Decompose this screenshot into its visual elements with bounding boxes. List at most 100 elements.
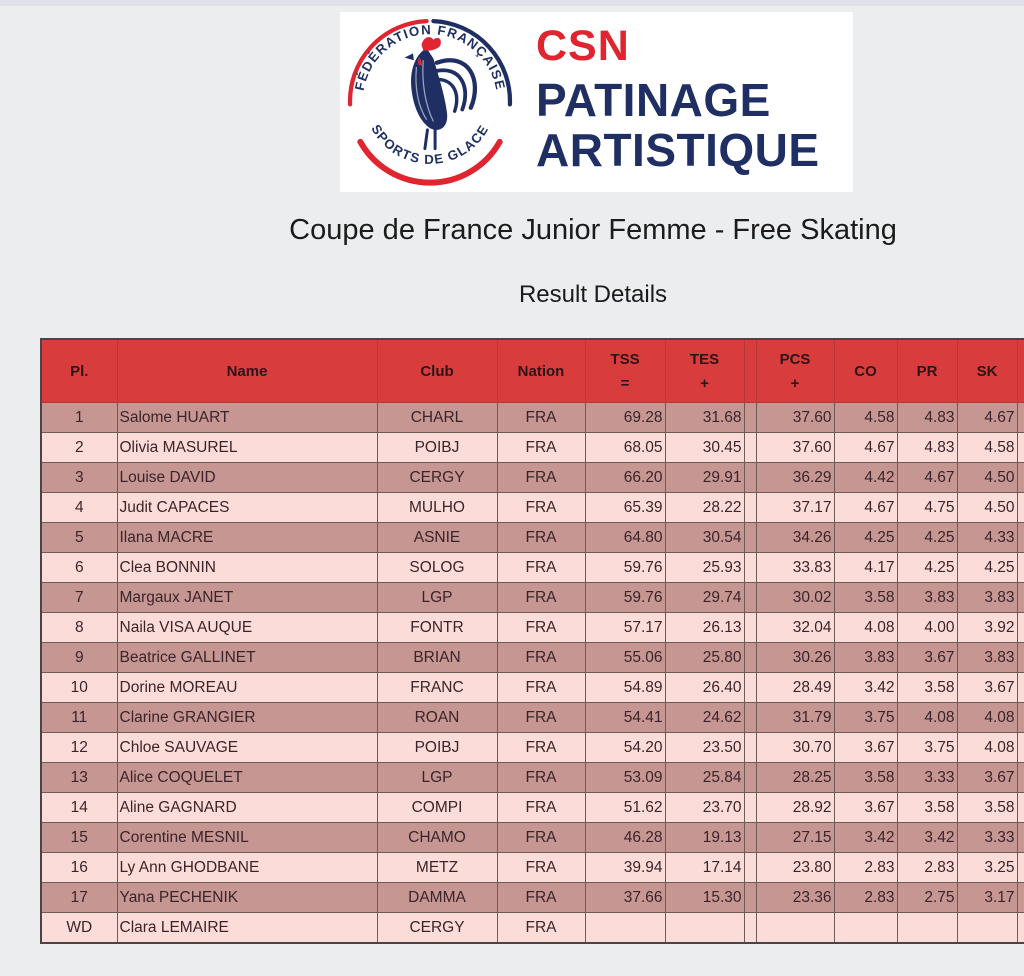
cell-pr: 3.33 <box>896 762 958 793</box>
cell-tes: 23.50 <box>664 732 745 763</box>
cell-sk: 3.67 <box>956 672 1018 703</box>
cell-pl: 17 <box>40 882 118 913</box>
cell-sep <box>743 642 757 673</box>
table-row: 14 Aline GAGNARD COMPI FRA 51.62 23.70 28.92 3.… <box>40 792 1024 823</box>
cell-co: 3.42 <box>833 672 898 703</box>
table-row: 6 Clea BONNIN SOLOG FRA 59.76 25.93 33.83 4.17 4… <box>40 552 1024 583</box>
page-subtitle: Result Details <box>518 281 668 308</box>
table-row: 16 Ly Ann GHODBANE METZ FRA 39.94 17.14 23.80 2… <box>40 852 1024 883</box>
cell-pl: 6 <box>40 552 118 583</box>
cell-tes: 25.93 <box>664 552 745 583</box>
cell-trail <box>1016 552 1024 583</box>
cell-trail <box>1016 732 1024 763</box>
header-row: Pl. Name Club Nation TSS = TES + PCS + CO PR SK <box>40 338 1024 403</box>
cell-club: CERGY <box>376 462 498 493</box>
table-row: 12 Chloe SAUVAGE POIBJ FRA 54.20 23.50 30.70 3.… <box>40 732 1024 763</box>
cell-nation: FRA <box>496 582 586 613</box>
cell-club: ASNIE <box>376 522 498 553</box>
cell-pr: 4.67 <box>896 462 958 493</box>
cell-sep <box>743 462 757 493</box>
table-row: 15 Corentine MESNIL CHAMO FRA 46.28 19.13 27.1… <box>40 822 1024 853</box>
cell-tss: 65.39 <box>584 492 666 523</box>
cell-trail <box>1016 462 1024 493</box>
cell-sep <box>743 732 757 763</box>
cell-trail <box>1016 582 1024 613</box>
cell-co: 3.67 <box>833 732 898 763</box>
cell-pl: 5 <box>40 522 118 553</box>
cell-nation: FRA <box>496 882 586 913</box>
cell-tss: 39.94 <box>584 852 666 883</box>
cell-pr: 2.75 <box>896 882 958 913</box>
cell-pr: 2.83 <box>896 852 958 883</box>
column-header-sk: SK <box>956 338 1018 403</box>
cell-sk: 4.08 <box>956 702 1018 733</box>
cell-pl: 11 <box>40 702 118 733</box>
table-row: 13 Alice COQUELET LGP FRA 53.09 25.84 28.25 3.5… <box>40 762 1024 793</box>
cell-sep <box>743 702 757 733</box>
column-header-co: CO <box>833 338 898 403</box>
cell-tes: 31.68 <box>664 402 745 433</box>
cell-sk: 3.17 <box>956 882 1018 913</box>
cell-tss: 54.89 <box>584 672 666 703</box>
cell-name: Margaux JANET <box>116 582 378 613</box>
cell-sk: 4.50 <box>956 492 1018 523</box>
cell-trail <box>1016 432 1024 463</box>
cell-sk: 3.58 <box>956 792 1018 823</box>
cell-pr <box>896 912 958 944</box>
cell-sk: 3.83 <box>956 642 1018 673</box>
cell-tss: 54.41 <box>584 702 666 733</box>
cell-co <box>833 912 898 944</box>
cell-sep <box>743 912 757 944</box>
cell-name: Beatrice GALLINET <box>116 642 378 673</box>
cell-sk: 4.08 <box>956 732 1018 763</box>
cell-pcs: 30.70 <box>755 732 835 763</box>
cell-pl: 10 <box>40 672 118 703</box>
cell-sep <box>743 822 757 853</box>
cell-trail <box>1016 492 1024 523</box>
cell-tss: 55.06 <box>584 642 666 673</box>
cell-club: MULHO <box>376 492 498 523</box>
cell-pr: 4.00 <box>896 612 958 643</box>
cell-name: Dorine MOREAU <box>116 672 378 703</box>
cell-sep <box>743 852 757 883</box>
cell-pl: 3 <box>40 462 118 493</box>
cell-club: POIBJ <box>376 432 498 463</box>
column-header-sep <box>743 338 757 403</box>
cell-tss: 37.66 <box>584 882 666 913</box>
cell-pr: 3.58 <box>896 672 958 703</box>
cell-sep <box>743 672 757 703</box>
cell-club: COMPI <box>376 792 498 823</box>
cell-tes: 17.14 <box>664 852 745 883</box>
cell-club: FONTR <box>376 612 498 643</box>
table-row: WD Clara LEMAIRE CERGY FRA <box>40 912 1024 944</box>
cell-pcs: 32.04 <box>755 612 835 643</box>
cell-trail <box>1016 612 1024 643</box>
cell-sk: 3.92 <box>956 612 1018 643</box>
cell-pr: 3.58 <box>896 792 958 823</box>
cell-nation: FRA <box>496 912 586 944</box>
cell-tes: 15.30 <box>664 882 745 913</box>
table-header: Pl. Name Club Nation TSS = TES + PCS + CO PR SK <box>40 338 1024 403</box>
cell-pl: 8 <box>40 612 118 643</box>
cell-co: 4.42 <box>833 462 898 493</box>
cell-tss: 51.62 <box>584 792 666 823</box>
column-header-nation: Nation <box>496 338 586 403</box>
cell-pl: 4 <box>40 492 118 523</box>
cell-trail <box>1016 702 1024 733</box>
cell-nation: FRA <box>496 732 586 763</box>
cell-trail <box>1016 792 1024 823</box>
brand-wordmark: CSN PATINAGE ARTISTIQUE <box>536 25 820 177</box>
cell-co: 3.58 <box>833 582 898 613</box>
column-header-tss: TSS = <box>584 338 666 403</box>
cell-club: CHARL <box>376 402 498 433</box>
ffsg-rooster-logo-icon: FÉDÉRATION FRANÇAISE SPORTS DE GLACE <box>347 18 513 186</box>
cell-trail <box>1016 912 1024 944</box>
cell-nation: FRA <box>496 672 586 703</box>
cell-sk: 3.33 <box>956 822 1018 853</box>
cell-sk: 4.50 <box>956 462 1018 493</box>
column-header-trail <box>1016 338 1024 403</box>
cell-nation: FRA <box>496 402 586 433</box>
cell-pcs: 23.80 <box>755 852 835 883</box>
cell-nation: FRA <box>496 432 586 463</box>
